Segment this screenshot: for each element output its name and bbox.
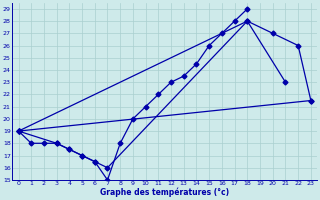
X-axis label: Graphe des températures (°c): Graphe des températures (°c) bbox=[100, 188, 229, 197]
